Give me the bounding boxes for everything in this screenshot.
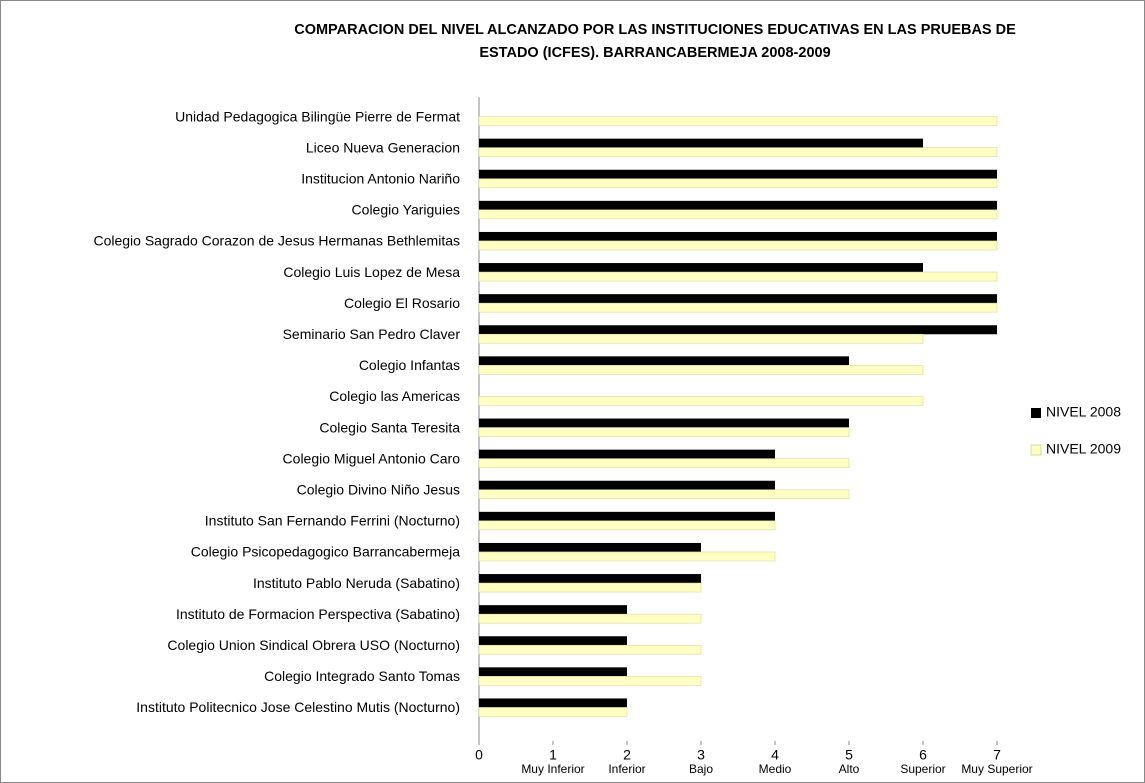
bar bbox=[478, 458, 850, 468]
bar bbox=[478, 644, 702, 655]
bar bbox=[479, 449, 775, 459]
bar bbox=[479, 294, 997, 304]
y-tick-label: Colegio las Americas bbox=[329, 388, 460, 404]
bar bbox=[479, 480, 775, 490]
legend-swatch bbox=[1031, 408, 1041, 418]
y-tick-label: Instituto Politecnico Jose Celestino Mut… bbox=[136, 699, 460, 715]
x-tick-label: 4 bbox=[771, 747, 779, 763]
bar bbox=[479, 231, 997, 241]
y-tick-label: Colegio Sagrado Corazon de Jesus Hermana… bbox=[93, 233, 460, 249]
x-tick-label: 3 bbox=[697, 747, 705, 763]
y-tick-label: Instituto San Fernando Ferrini (Nocturno… bbox=[205, 513, 460, 529]
bar bbox=[479, 138, 923, 148]
bar bbox=[479, 418, 849, 428]
bar bbox=[478, 551, 776, 562]
bar bbox=[478, 613, 702, 624]
bar bbox=[478, 271, 998, 282]
bar bbox=[478, 396, 924, 406]
bar bbox=[478, 209, 998, 220]
x-tick-label: 2 bbox=[623, 747, 631, 763]
x-tick-label: 7 bbox=[993, 747, 1001, 763]
bar bbox=[478, 489, 850, 500]
y-tick-label: Colegio Miguel Antonio Caro bbox=[283, 450, 461, 466]
y-tick-label: Colegio Santa Teresita bbox=[319, 419, 460, 435]
level-label: Muy Inferior bbox=[521, 762, 584, 776]
bar bbox=[479, 356, 849, 366]
x-tick-label: 6 bbox=[919, 747, 927, 763]
y-tick-label: Colegio Luis Lopez de Mesa bbox=[283, 264, 460, 280]
bar bbox=[478, 582, 702, 593]
y-tick-label: Colegio Integrado Santo Tomas bbox=[264, 668, 460, 684]
bar bbox=[479, 605, 627, 615]
bar bbox=[478, 333, 924, 344]
bar bbox=[479, 698, 627, 708]
level-label: Inferior bbox=[608, 762, 645, 776]
level-label: Alto bbox=[839, 762, 860, 776]
bar bbox=[479, 667, 627, 677]
legend-label: NIVEL 2009 bbox=[1046, 441, 1121, 457]
bar bbox=[479, 636, 627, 646]
bar bbox=[479, 263, 923, 273]
y-tick-label: Liceo Nueva Generacion bbox=[306, 139, 460, 155]
level-label: Muy Superior bbox=[961, 762, 1032, 776]
bar bbox=[478, 116, 998, 126]
y-tick-label: Instituto Pablo Neruda (Sabatino) bbox=[253, 575, 460, 591]
level-label: Medio bbox=[759, 762, 792, 776]
bar bbox=[478, 707, 628, 717]
y-tick-label: Unidad Pedagogica Bilingüe Pierre de Fer… bbox=[175, 108, 460, 124]
y-tick-label: Colegio Yariguies bbox=[352, 202, 460, 218]
bar bbox=[478, 365, 924, 375]
y-tick-label: Institucion Antonio Nariño bbox=[301, 170, 460, 186]
bar bbox=[478, 302, 998, 313]
x-tick-label: 0 bbox=[475, 747, 483, 763]
bar bbox=[478, 240, 998, 251]
level-label: Bajo bbox=[689, 762, 713, 776]
y-tick-label: Colegio Psicopedagogico Barrancabermeja bbox=[191, 544, 460, 560]
bar bbox=[478, 676, 702, 686]
bar bbox=[479, 542, 701, 552]
y-tick-label: Colegio Infantas bbox=[359, 357, 460, 373]
chart-title: COMPARACION DEL NIVEL ALCANZADO POR LAS … bbox=[294, 22, 1016, 38]
x-tick-label: 5 bbox=[845, 747, 853, 763]
bar bbox=[478, 427, 850, 437]
chart-title: ESTADO (ICFES). BARRANCABERMEJA 2008-200… bbox=[479, 45, 830, 61]
x-tick-label: 1 bbox=[549, 747, 557, 763]
bar bbox=[478, 147, 998, 157]
y-tick-label: Instituto de Formacion Perspectiva (Saba… bbox=[176, 606, 460, 622]
bar bbox=[478, 178, 998, 189]
level-label: Superior bbox=[900, 762, 945, 776]
bar bbox=[478, 520, 776, 531]
y-tick-label: Seminario San Pedro Claver bbox=[283, 326, 461, 342]
bar bbox=[479, 169, 997, 179]
y-tick-label: Colegio Union Sindical Obrera USO (Noctu… bbox=[167, 637, 460, 653]
y-tick-label: Colegio Divino Niño Jesus bbox=[297, 481, 460, 497]
bar bbox=[479, 325, 997, 335]
y-tick-label: Colegio El Rosario bbox=[344, 295, 460, 311]
bar bbox=[479, 574, 701, 584]
legend-swatch bbox=[1030, 444, 1042, 456]
legend-label: NIVEL 2008 bbox=[1046, 404, 1121, 420]
bar bbox=[479, 200, 997, 210]
bar bbox=[479, 511, 775, 521]
